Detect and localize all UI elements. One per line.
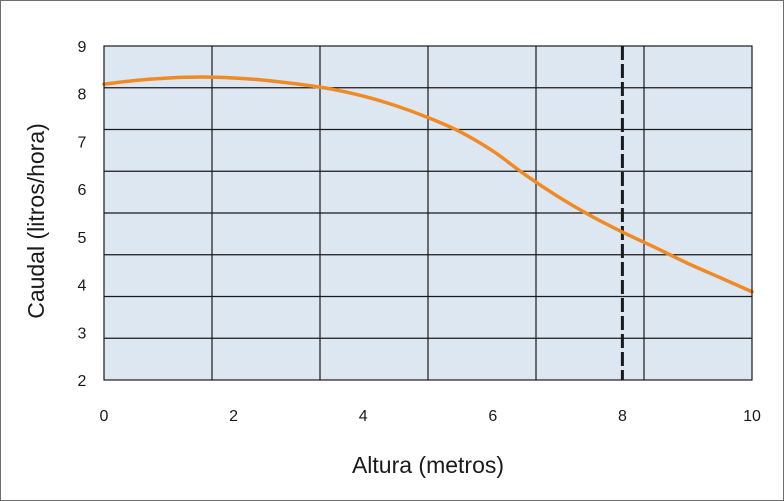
plot-border [103, 45, 753, 381]
y-tick-label: 5 [78, 230, 87, 247]
x-tick-label: 0 [100, 408, 109, 425]
x-axis-label: Altura (metros) [352, 452, 504, 478]
horizontal-gridlines [104, 87, 752, 339]
x-tick-label: 10 [743, 408, 761, 425]
series-line [102, 75, 754, 294]
y-axis-label: Caudal (litros/hora) [23, 123, 49, 319]
x-tick-labels: 0 2 4 6 8 10 [100, 408, 761, 425]
y-tick-labels: 2 3 4 5 6 7 8 9 [78, 39, 87, 390]
y-tick-label: 6 [78, 182, 87, 199]
x-tick-label: 2 [229, 408, 238, 425]
y-tick-label: 3 [78, 325, 87, 342]
x-tick-label: 8 [618, 408, 627, 425]
y-tick-label: 8 [78, 87, 87, 104]
y-tick-label: 2 [78, 373, 87, 390]
x-tick-label: 4 [359, 408, 368, 425]
y-tick-label: 9 [78, 39, 87, 56]
y-tick-label: 7 [78, 134, 87, 151]
y-tick-label: 4 [78, 278, 87, 295]
x-tick-label: 6 [488, 408, 497, 425]
